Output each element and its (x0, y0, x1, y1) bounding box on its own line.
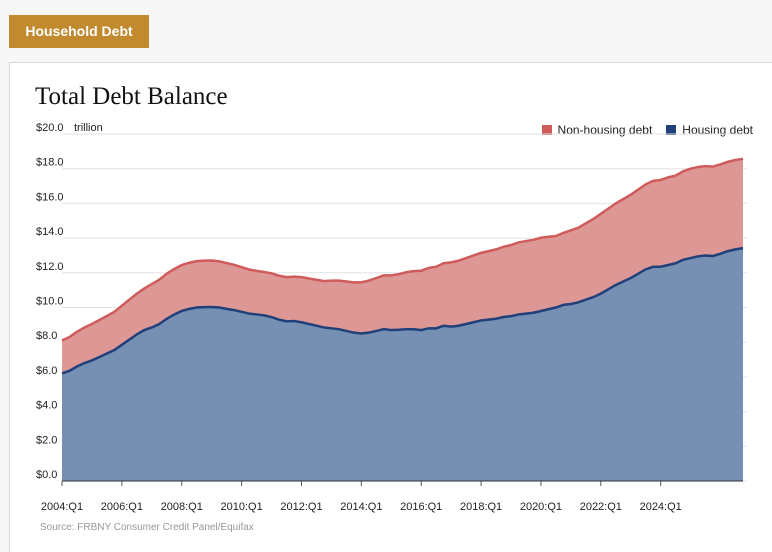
x-tick-label: 2014:Q1 (340, 501, 382, 513)
y-tick-label: $2.0 (36, 434, 57, 446)
y-tick-label: $10.0 (36, 296, 64, 308)
x-tick-label: 2020:Q1 (520, 501, 562, 513)
unit-label: trillion (74, 122, 103, 134)
nonhousing-swatch (541, 125, 552, 135)
chart-panel: Total Debt Balance Non-housing debt Hous… (9, 62, 772, 552)
x-tick-label: 2016:Q1 (400, 501, 442, 513)
x-tick-label: 2012:Q1 (280, 501, 322, 513)
x-tick-label: 2004:Q1 (41, 501, 83, 513)
household-debt-tab[interactable]: Household Debt (9, 15, 149, 48)
x-tick-label: 2010:Q1 (221, 501, 263, 513)
y-tick-label: $6.0 (36, 365, 57, 377)
housing-area (62, 248, 743, 481)
chart-title: Total Debt Balance (35, 83, 228, 110)
x-tick-label: 2006:Q1 (101, 501, 143, 513)
y-tick-label: $0.0 (36, 469, 57, 481)
nonhousing-line (61, 157, 744, 342)
y-tick-label: $8.0 (36, 330, 57, 342)
y-tick-label: $20.0 (36, 122, 64, 134)
y-tick-label: $4.0 (36, 400, 57, 412)
y-tick-label: $12.0 (36, 261, 64, 273)
x-tick-label: 2008:Q1 (161, 501, 203, 513)
source-note: Source: FRBNY Consumer Credit Panel/Equi… (40, 522, 254, 533)
housing-swatch (666, 125, 677, 135)
x-tick-label: 2022:Q1 (580, 501, 622, 513)
y-tick-label: $18.0 (36, 157, 64, 169)
y-tick-label: $16.0 (36, 191, 64, 203)
x-tick-label: 2024:Q1 (640, 501, 682, 513)
debt-area-chart: $20.0 $18.0 $16.0 $14.0 $12.0 $10.0 $8.0 $6.0 $4… (36, 122, 747, 513)
x-tick-label: 2018:Q1 (460, 501, 502, 513)
y-tick-label: $14.0 (36, 226, 64, 238)
housing-line (61, 246, 744, 375)
